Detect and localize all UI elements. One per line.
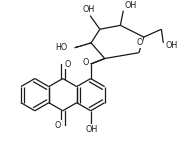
Text: O: O	[55, 121, 61, 130]
Text: OH: OH	[125, 1, 137, 10]
Text: OH: OH	[86, 125, 98, 134]
Text: OH: OH	[82, 5, 94, 14]
Text: O: O	[136, 38, 143, 47]
Text: HO: HO	[55, 43, 68, 52]
Text: OH: OH	[165, 41, 177, 50]
Text: O: O	[83, 58, 89, 67]
Text: O: O	[64, 59, 71, 69]
